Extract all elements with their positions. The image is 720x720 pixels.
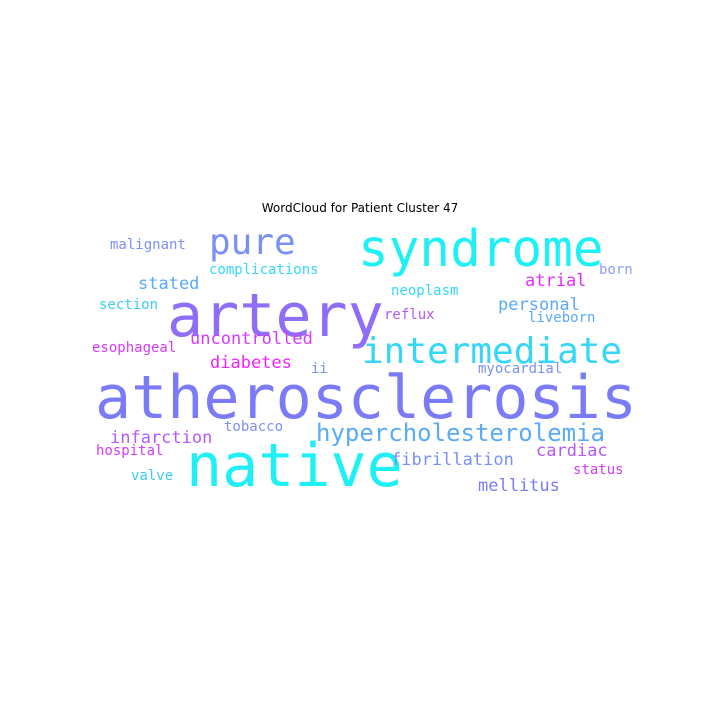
word-mellitus: mellitus (478, 476, 560, 496)
word-reflux: reflux (384, 307, 435, 323)
word-stated: stated (138, 274, 199, 294)
word-malignant: malignant (110, 237, 186, 253)
word-complications: complications (209, 262, 319, 278)
word-atrial: atrial (525, 271, 586, 291)
word-fibrillation: fibrillation (391, 450, 514, 470)
word-intermediate: intermediate (362, 331, 622, 372)
word-tobacco: tobacco (224, 419, 283, 435)
word-ii: ii (311, 361, 328, 377)
word-artery: artery (167, 281, 384, 351)
word-pure: pure (209, 222, 296, 263)
word-personal: personal (498, 295, 580, 315)
word-hospital: hospital (96, 443, 163, 459)
word-status: status (573, 462, 624, 478)
word-infarction: infarction (110, 428, 212, 448)
word-uncontrolled: uncontrolled (190, 329, 313, 349)
word-cardiac: cardiac (536, 441, 608, 461)
word-myocardial: myocardial (478, 361, 562, 377)
word-syndrome: syndrome (358, 220, 604, 279)
word-born: born (599, 262, 633, 278)
word-section: section (99, 297, 158, 313)
word-hypercholesterolemia: hypercholesterolemia (316, 419, 605, 447)
word-neoplasm: neoplasm (391, 283, 458, 299)
word-valve: valve (131, 468, 173, 484)
word-native: native (186, 431, 403, 501)
word-atherosclerosis: atherosclerosis (95, 363, 637, 433)
word-liveborn: liveborn (528, 310, 595, 326)
chart-title: WordCloud for Patient Cluster 47 (261, 201, 459, 215)
word-esophageal: esophageal (92, 340, 176, 356)
word-diabetes: diabetes (210, 353, 292, 373)
